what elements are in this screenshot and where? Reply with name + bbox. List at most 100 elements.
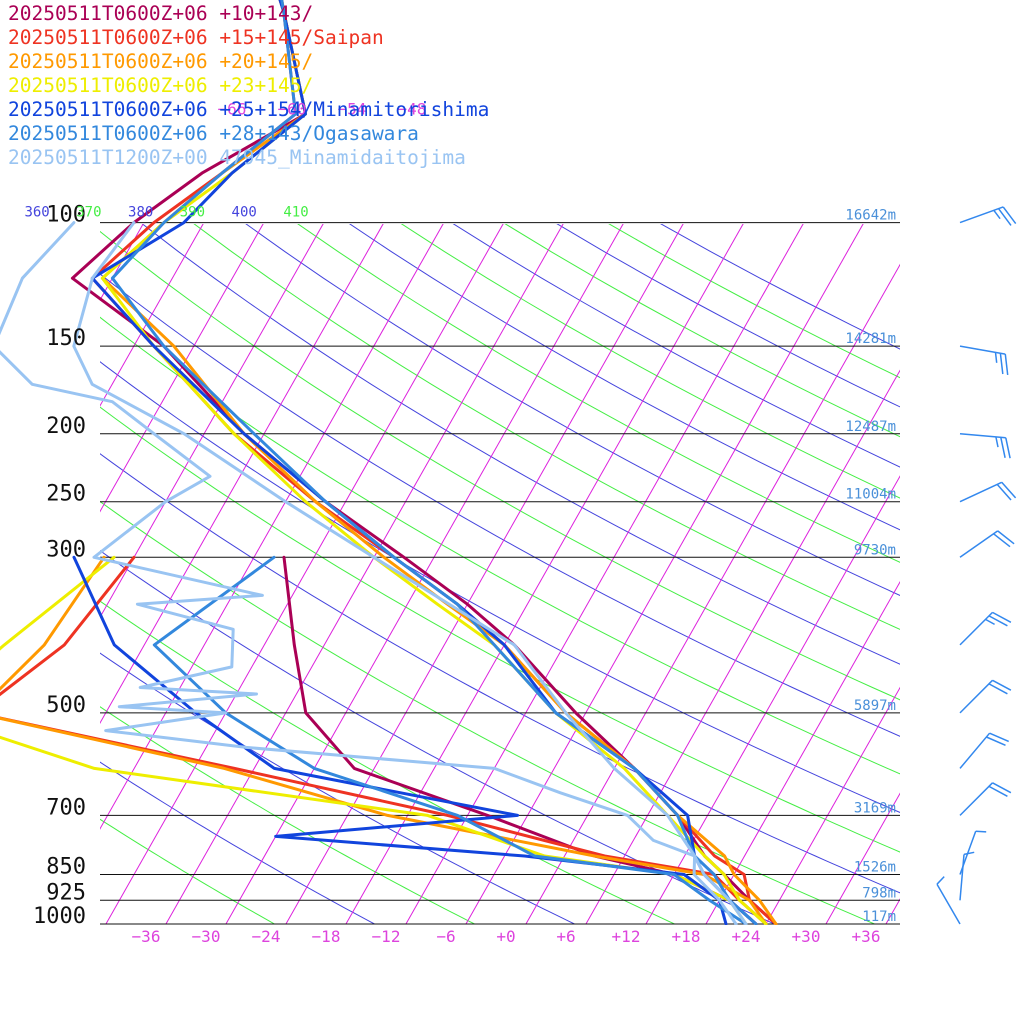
dry-adiabat [100, 316, 900, 775]
pressure-label: 150 [46, 326, 86, 351]
dry-adiabat [504, 224, 900, 438]
wind-barb-flag [986, 736, 1006, 746]
theta-label: 400 [232, 205, 257, 221]
upper-temperature-label: −54 [337, 100, 366, 119]
temperature-line [90, 0, 778, 925]
dry-adiabat [245, 224, 900, 596]
temperature-tick-label: −6 [436, 927, 455, 946]
pressure-label: 850 [46, 855, 86, 880]
wind-barbs [936, 206, 1017, 925]
isotherm [525, 263, 900, 924]
upper-temperature-label: −60 [277, 100, 306, 119]
dry-adiabat [100, 453, 900, 894]
wind-barb-half-flag [995, 436, 999, 448]
isotherm [825, 792, 900, 924]
upper-temperature-label: −66 [217, 100, 246, 119]
dewpoint-line [0, 555, 768, 925]
theta-label: 390 [180, 205, 205, 221]
pressure-label: 500 [46, 693, 86, 718]
pressure-label: 1000 [33, 904, 86, 929]
temperature-tick-label: −18 [312, 927, 341, 946]
wind-barb-half-flag [936, 876, 945, 885]
height-label: 16642m [845, 208, 896, 224]
wind-barb-staff [936, 883, 961, 925]
wind-barb-staff [959, 854, 965, 901]
pressure-label: 200 [46, 414, 86, 439]
isotherm [165, 224, 564, 924]
theta-label: 370 [76, 205, 101, 221]
isotherm [585, 369, 900, 924]
isotherm [765, 686, 900, 924]
isotherm [645, 475, 900, 924]
isobars [100, 222, 900, 925]
temperature-line [100, 0, 778, 925]
theta-label: 380 [128, 205, 153, 221]
dry-adiabat [100, 652, 576, 924]
pressure-label: 100 [46, 203, 86, 228]
wind-barb-half-flag [963, 851, 975, 856]
wind-barb-flag [992, 611, 1012, 623]
theta-label: 360 [24, 205, 49, 221]
height-label: 12487m [845, 419, 896, 435]
dry-adiabat [100, 361, 900, 814]
temperature-tick-label: +18 [672, 927, 701, 946]
pressure-label: 250 [46, 482, 86, 507]
isotherm [285, 224, 684, 924]
isotherm [405, 224, 804, 924]
isotherm [100, 224, 384, 724]
isotherm [0, 191, 42, 954]
temperature-tick-label: +6 [556, 927, 575, 946]
isotherm [100, 224, 204, 407]
wind-barb-staff [959, 481, 1003, 503]
sounding-series [0, 0, 778, 925]
dry-adiabat [660, 224, 900, 350]
wind-barb-flag [993, 533, 1011, 548]
dry-adiabats [100, 224, 900, 924]
wind-barb-staff [959, 611, 994, 646]
wind-barb-half-flag [975, 830, 987, 833]
dry-adiabat [608, 224, 900, 379]
temperature-tick-label: −36 [132, 927, 161, 946]
dry-adiabat [100, 273, 900, 737]
temperature-tick-label: +0 [496, 927, 515, 946]
dry-adiabat [348, 224, 900, 531]
wind-barb-flag [997, 530, 1015, 545]
wind-barb-flag [988, 785, 1008, 797]
wind-barb-staff [959, 530, 999, 558]
wind-barb-half-flag [985, 618, 995, 626]
wind-barb-half-flag [993, 209, 1001, 220]
wind-barb-flag [999, 353, 1004, 375]
dry-adiabat [100, 706, 476, 924]
dewpoint-line [72, 555, 728, 925]
height-label: 798m [862, 885, 896, 901]
wind-barb-staff [959, 206, 1004, 224]
dewpoint-line [0, 221, 738, 925]
dewpoint-line [152, 555, 748, 925]
dry-adiabat [100, 406, 900, 853]
wind-barb-flag [992, 679, 1012, 691]
wind-barb-staff [959, 679, 994, 714]
upper-temperature-label: −48 [397, 100, 426, 119]
temperature-tick-label: −12 [372, 927, 401, 946]
wind-barb-flag [1000, 437, 1006, 458]
pressure-label: 925 [46, 880, 86, 905]
dry-adiabat [193, 224, 900, 630]
wind-barb-flag [997, 208, 1012, 226]
axis-labels: 100 16642m 150 14281m 200 12487m 250 11004m 300 9… [24, 100, 896, 946]
height-label: 1526m [854, 860, 896, 876]
pressure-label: 300 [46, 537, 86, 562]
temperature-tick-label: +36 [852, 927, 881, 946]
height-label: 11004m [845, 487, 896, 503]
wind-barb-staff [959, 782, 994, 816]
temperature-line [110, 0, 758, 925]
wind-barb-flag [992, 782, 1012, 794]
wind-barb-flag [988, 683, 1008, 695]
temperature-tick-label: −30 [192, 927, 221, 946]
temperature-tick-label: +24 [732, 927, 761, 946]
isotherm [705, 580, 900, 924]
dry-adiabat [141, 224, 900, 665]
height-label: 14281m [845, 331, 896, 347]
isotherm [100, 224, 264, 513]
wind-barb-flag [996, 483, 1012, 501]
